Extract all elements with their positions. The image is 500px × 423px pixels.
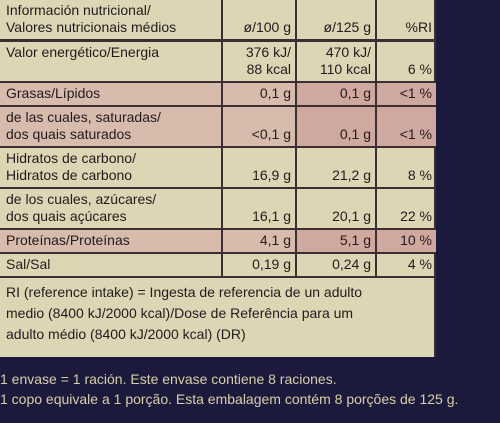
row-label: Grasas/Lípidos [0, 82, 223, 107]
row-per-125g: 5,1 g [296, 229, 377, 254]
row-ri: 22 % [376, 188, 436, 230]
serving-info-pt: 1 copo equivale a 1 porção. Esta embalag… [0, 391, 459, 407]
row-per-100g: 16,9 g [222, 147, 297, 189]
row-per-125g: 470 kJ/ 110 kcal [296, 40, 377, 83]
row-per-125g: 0,1 g [296, 106, 377, 148]
nutrition-table: Información nutricional/ Valores nutrici… [0, 0, 436, 278]
serving-info-es: 1 envase = 1 ración. Este envase contien… [0, 371, 337, 387]
ri-footnote: RI (reference intake) = Ingesta de refer… [6, 284, 363, 342]
header-per-125g: ø/125 g [296, 0, 377, 42]
table-row: Hidratos de carbono/ Hidratos de carbono… [0, 147, 436, 189]
row-per-125g: 0,24 g [296, 253, 377, 278]
table-row: de las cuales, saturadas/ dos quais satu… [0, 106, 436, 148]
row-per-125g: 21,2 g [296, 147, 377, 189]
row-ri: 8 % [376, 147, 436, 189]
row-label: Sal/Sal [0, 253, 223, 278]
row-label: Proteínas/Proteínas [0, 229, 223, 254]
row-ri: 4 % [376, 253, 436, 278]
row-per-100g: 0,19 g [222, 253, 297, 278]
row-per-100g: 376 kJ/ 88 kcal [222, 40, 297, 83]
table-header-row: Información nutricional/ Valores nutrici… [0, 0, 436, 42]
table-row: de los cuales, azúcares/ dos quais açúca… [0, 188, 436, 230]
header-nutrient-label: Información nutricional/ Valores nutrici… [0, 0, 223, 42]
row-label: de los cuales, azúcares/ dos quais açúca… [0, 188, 223, 230]
row-per-100g: 16,1 g [222, 188, 297, 230]
row-per-125g: 20,1 g [296, 188, 377, 230]
row-per-100g: <0,1 g [222, 106, 297, 148]
table-row: Proteínas/Proteínas 4,1 g 5,1 g 10 % [0, 229, 436, 254]
row-ri: <1 % [376, 82, 436, 107]
nutrition-panel: Información nutricional/ Valores nutrici… [0, 0, 436, 357]
serving-info: 1 envase = 1 ración. Este envase contien… [0, 369, 458, 409]
table-row: Sal/Sal 0,19 g 0,24 g 4 % [0, 253, 436, 278]
row-ri: 6 % [376, 40, 436, 83]
row-label: Valor energético/Energia [0, 40, 223, 83]
row-label: de las cuales, saturadas/ dos quais satu… [0, 106, 223, 148]
header-ri: %RI [376, 0, 436, 42]
row-per-125g: 0,1 g [296, 82, 377, 107]
row-ri: <1 % [376, 106, 436, 148]
table-row: Valor energético/Energia 376 kJ/ 88 kcal… [0, 40, 436, 83]
row-label: Hidratos de carbono/ Hidratos de carbono [0, 147, 223, 189]
row-per-100g: 0,1 g [222, 82, 297, 107]
table-row: Grasas/Lípidos 0,1 g 0,1 g <1 % [0, 82, 436, 107]
row-per-100g: 4,1 g [222, 229, 297, 254]
row-ri: 10 % [376, 229, 436, 254]
header-per-100g: ø/100 g [222, 0, 297, 42]
